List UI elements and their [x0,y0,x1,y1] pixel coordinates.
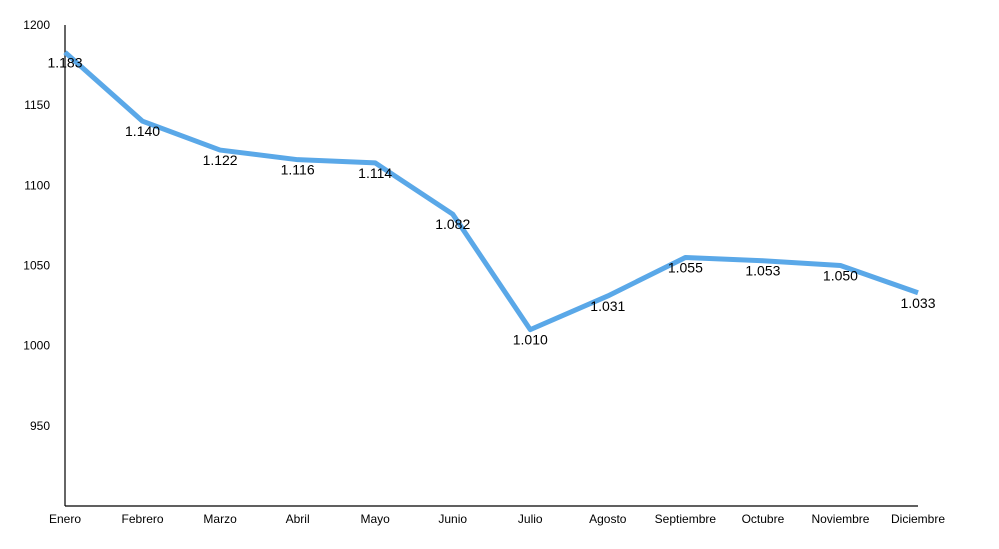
y-tick-label: 1000 [23,339,50,353]
x-tick-labels: Enero Febrero Marzo Abril Mayo Junio Julio Agos… [49,512,945,526]
data-label: 1.050 [823,268,858,284]
y-tick-label: 1050 [23,259,50,273]
y-tick-labels: 950 1000 1050 1100 1150 1200 [23,18,50,433]
x-tick-label: Septiembre [655,512,717,526]
y-tick-label: 1200 [23,18,50,32]
data-label: 1.114 [358,165,392,181]
y-tick-label: 1150 [24,98,50,112]
y-tick-label: 1100 [24,178,50,192]
x-tick-label: Julio [518,512,543,526]
x-tick-label: Agosto [589,512,627,526]
x-tick-label: Junio [438,512,467,526]
x-tick-label: Octubre [742,512,785,526]
data-label: 1.055 [668,259,703,275]
x-tick-label: Noviembre [811,512,869,526]
data-label: 1.033 [900,295,935,311]
series-line [63,50,919,333]
data-label: 1.116 [281,162,315,178]
x-tick-label: Abril [286,512,310,526]
data-label: 1.031 [590,298,625,314]
data-labels: 1.183 1.140 1.122 1.116 1.114 1.082 1.010 1.031… [47,54,935,347]
x-tick-label: Diciembre [891,512,945,526]
data-label: 1.183 [47,54,82,70]
data-label: 1.010 [513,332,548,348]
x-tick-label: Enero [49,512,81,526]
data-label: 1.140 [125,123,160,139]
x-tick-label: Marzo [203,512,237,526]
data-label: 1.122 [203,152,238,168]
x-tick-label: Mayo [361,512,391,526]
series-group [63,50,919,333]
x-tick-label: Febrero [122,512,164,526]
data-label: 1.053 [745,263,780,279]
data-label: 1.082 [435,216,470,232]
y-tick-label: 950 [30,419,50,433]
